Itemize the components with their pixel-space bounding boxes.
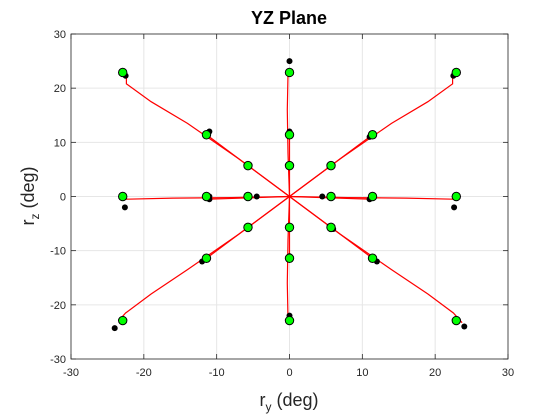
y-tick-label: -10 [50, 246, 66, 258]
target-marker [201, 253, 212, 263]
x-tick-label: -30 [63, 367, 79, 379]
x-tick-label: 20 [429, 367, 441, 379]
x-tick-label: -20 [136, 367, 152, 379]
endpoint-marker [286, 58, 293, 65]
target-marker [118, 67, 128, 78]
y-tick-label: 0 [60, 192, 66, 204]
y-tick-label: -30 [50, 354, 66, 366]
target-marker [201, 130, 212, 140]
endpoint-marker [111, 325, 118, 332]
target-marker [243, 222, 253, 233]
endpoint-marker [319, 193, 326, 200]
target-marker [284, 253, 295, 263]
target-marker [284, 160, 295, 171]
ticks [70, 33, 509, 360]
x-tick-label: 10 [356, 367, 368, 379]
x-tick-label: -10 [209, 367, 225, 379]
x-tick-label: 30 [502, 367, 514, 379]
target-marker [284, 222, 295, 233]
target-marker [367, 130, 378, 140]
x-axis-label-base: r [259, 390, 265, 410]
target-marker [201, 191, 212, 202]
target-marker [451, 67, 461, 78]
chart-title: YZ Plane [251, 8, 327, 28]
target-marker [284, 315, 295, 326]
y-tick-label: 10 [54, 137, 66, 149]
endpoint-marker [451, 204, 458, 211]
target-marker [367, 191, 378, 202]
tick-labels: -30 -20 -10 0 10 20 30 -30 -20 -10 0 10 20 30 [50, 29, 514, 379]
plot-area [70, 33, 509, 360]
y-axis-label-sub: z [28, 214, 42, 220]
y-tick-label: 20 [54, 83, 66, 95]
target-marker [451, 191, 461, 202]
endpoint-marker [253, 193, 260, 200]
target-markers [118, 67, 461, 326]
x-axis-label-sub: y [265, 400, 271, 414]
y-tick-label: -20 [50, 300, 66, 312]
target-marker [451, 315, 461, 326]
target-marker [326, 222, 336, 233]
endpoint-marker [121, 204, 128, 211]
target-marker [118, 315, 128, 326]
y-tick-label: 30 [54, 29, 66, 41]
target-marker [284, 130, 295, 140]
target-marker [243, 160, 253, 171]
x-tick-label: 0 [286, 367, 292, 379]
target-marker [326, 160, 336, 171]
target-marker [284, 67, 295, 78]
x-axis-label-unit: (deg) [271, 390, 318, 410]
target-marker [118, 191, 128, 202]
y-axis-label-base: r [18, 220, 38, 226]
x-axis-label: ry (deg) [259, 390, 318, 414]
target-marker [326, 191, 336, 202]
y-axis-label-unit: (deg) [18, 166, 38, 213]
endpoint-marker [461, 323, 468, 330]
target-marker [367, 253, 378, 263]
y-axis-label: rz (deg) [18, 166, 42, 225]
target-marker [243, 191, 253, 202]
